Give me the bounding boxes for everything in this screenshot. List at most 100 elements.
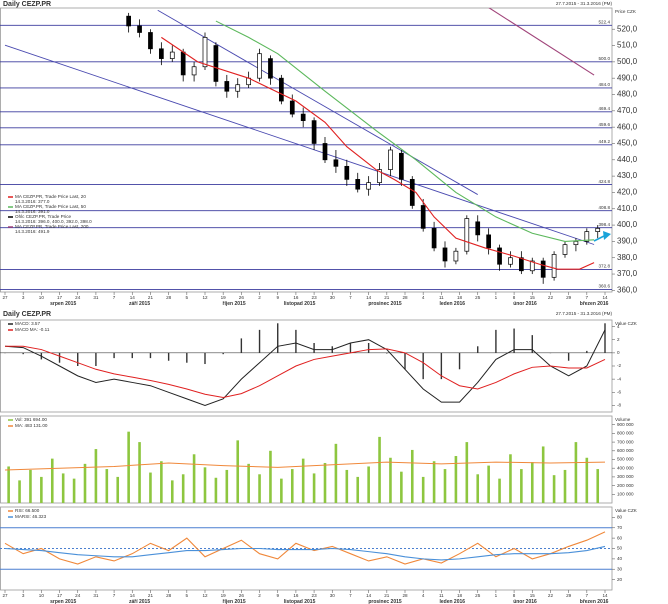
y-tick-label: 40 — [617, 556, 623, 561]
x-tick-label: 18 — [457, 295, 463, 300]
candle-body — [562, 244, 568, 255]
x-tick-label: 16 — [293, 295, 299, 300]
candle-body — [431, 227, 437, 249]
level-label: 459.6 — [599, 122, 611, 127]
histogram-bar — [531, 335, 533, 353]
y-tick-label: 440,0 — [617, 155, 638, 164]
legend-note: 14.3.2016: 396.0, 400.0, 392.0, 398.0 — [15, 219, 92, 224]
volume-bar — [345, 469, 349, 503]
y-tick-label: 20 — [617, 577, 623, 582]
volume-bar — [334, 443, 338, 503]
volume-bar — [225, 469, 229, 503]
candle-body — [540, 260, 546, 278]
y-tick-label: 2 — [617, 337, 620, 342]
y-tick-label: 420,0 — [617, 188, 638, 197]
y-tick-label: 600 000 — [617, 448, 634, 453]
month-label: únor 2016 — [513, 301, 537, 307]
volume-bar — [94, 449, 98, 503]
candle-body — [333, 159, 339, 167]
histogram-bar — [367, 343, 370, 353]
legend-note: 14.3.2016: 391.0 — [15, 209, 50, 214]
volume-bar — [563, 469, 567, 503]
x-tick-label: 30 — [330, 593, 336, 598]
histogram-bar — [58, 352, 61, 363]
volume-bar — [378, 436, 381, 503]
candle-body — [595, 227, 601, 232]
x-tick-label: 9 — [276, 593, 279, 598]
legend-label: RSI: 66.500 — [15, 508, 40, 513]
histogram-bar — [458, 352, 461, 370]
volume-bar — [149, 472, 152, 503]
volume-bar — [72, 478, 76, 503]
volume-bar — [258, 474, 261, 503]
legend-note: 14.3.2016: 491.9 — [15, 229, 50, 234]
histogram-bar — [295, 329, 297, 353]
legend-label: MACD MA: -0.11 — [15, 327, 50, 332]
volume-bar — [356, 476, 360, 503]
candle-body — [224, 81, 230, 92]
histogram-bar — [404, 352, 406, 370]
legend-label: MARSI: 46.323 — [15, 514, 47, 519]
volume-bar — [585, 457, 589, 503]
x-tick-label: 2 — [258, 295, 261, 300]
indicator-line — [4, 545, 606, 561]
candle-body — [169, 51, 175, 59]
plot-area — [0, 527, 612, 570]
level-label: 469.4 — [599, 106, 611, 111]
x-tick-label: 28 — [166, 295, 172, 300]
y-tick-label: 60 — [617, 535, 623, 540]
x-tick-label: 21 — [148, 593, 154, 598]
histogram-bar — [567, 352, 570, 361]
x-tick-label: 12 — [202, 295, 208, 300]
volume-bar — [410, 449, 414, 503]
y-tick-label: 470,0 — [617, 106, 638, 115]
y-tick-label: 480,0 — [617, 90, 638, 99]
month-label: srpen 2015 — [50, 599, 76, 604]
x-tick-label: 24 — [75, 295, 81, 300]
legend-label: MA: 483 131.00 — [15, 423, 48, 428]
legend-label: MACD: 3.57 — [15, 321, 40, 326]
volume-bar — [83, 463, 87, 503]
y-axis-label: Value CZK — [615, 321, 638, 326]
x-tick-label: 31 — [93, 295, 99, 300]
histogram-bar — [113, 352, 115, 359]
legend-label: Vol: 391 694.00 — [15, 417, 47, 422]
x-tick-label: 16 — [293, 593, 299, 598]
volume-bar — [509, 454, 512, 503]
candle-body — [202, 37, 208, 68]
histogram-bar — [240, 338, 243, 353]
y-tick-label: -4 — [617, 376, 622, 381]
candle-body — [420, 205, 426, 229]
x-tick-label: 23 — [312, 295, 318, 300]
volume-bar — [105, 469, 109, 503]
y-tick-label: 800 000 — [617, 431, 634, 436]
candle-body — [551, 254, 557, 278]
x-tick-label: 9 — [276, 295, 279, 300]
y-tick-label: 370,0 — [617, 269, 638, 278]
x-tick-label: 25 — [475, 593, 481, 598]
chart-title: Daily CEZP.PR — [3, 1, 51, 8]
candle-body — [409, 179, 415, 206]
volume-bar — [443, 469, 447, 503]
x-tick-label: 8 — [513, 593, 516, 598]
month-label: listopad 2015 — [284, 599, 316, 604]
histogram-bar — [204, 352, 206, 365]
volume-bar — [541, 446, 545, 503]
volume-bar — [138, 442, 141, 503]
month-label: srpen 2015 — [50, 301, 76, 307]
x-tick-label: 27 — [2, 593, 8, 598]
volume-bar — [530, 462, 534, 503]
x-tick-label: 22 — [548, 593, 554, 598]
histogram-bar — [167, 352, 170, 361]
legend-label: Ohlc CEZP.PR, Trade Price — [15, 214, 72, 219]
month-label: březen 2016 — [580, 301, 609, 307]
volume-bar — [18, 480, 21, 503]
legend-label: MA CEZP.PR, Trade Price Last, 50 — [15, 204, 86, 209]
x-tick-label: 21 — [384, 295, 390, 300]
trend-line — [4, 44, 595, 245]
candle-body — [584, 231, 590, 242]
y-tick-label: 400 000 — [617, 465, 634, 470]
trend-line — [157, 9, 478, 195]
volume-bar — [203, 467, 207, 503]
